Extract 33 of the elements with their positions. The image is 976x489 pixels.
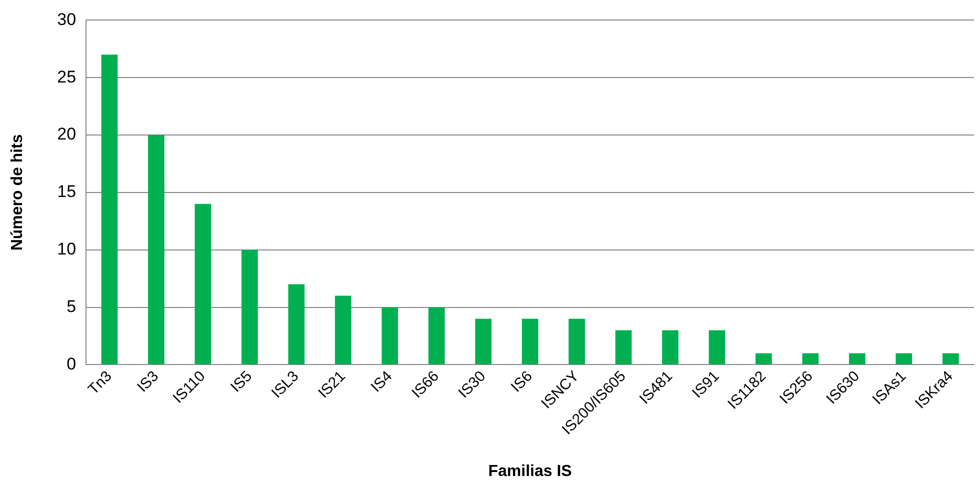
x-tick-label: IS3: [134, 368, 162, 396]
x-tick-label: IS6: [508, 368, 536, 396]
bar: [382, 307, 398, 364]
y-tick-label: 30: [57, 10, 76, 29]
bar: [522, 318, 538, 364]
x-tick-label: IS5: [227, 368, 256, 396]
bar: [334, 296, 352, 364]
y-tick-label: 10: [57, 240, 76, 259]
y-tick-label: 0: [66, 354, 76, 374]
bar: [241, 250, 258, 364]
y-tick-label: 25: [57, 67, 76, 86]
bar: [662, 330, 678, 364]
bar: [848, 353, 866, 364]
bar: [896, 353, 912, 364]
x-axis-title: Familias IS: [488, 462, 572, 480]
bar: [942, 353, 959, 364]
bar: [101, 54, 118, 364]
bar: [148, 135, 164, 364]
bar: [475, 318, 492, 364]
bar: [288, 284, 305, 364]
x-tick-label: Tn3: [84, 368, 116, 398]
x-tick-label: IS4: [368, 368, 396, 396]
bar: [568, 318, 585, 364]
bar: [615, 330, 632, 364]
bar: [802, 353, 819, 364]
bar: [194, 204, 212, 364]
bar: [756, 353, 772, 364]
bar: [428, 307, 445, 364]
y-axis-title: Número de hits: [9, 134, 26, 251]
bar: [708, 330, 726, 364]
y-tick-label: 5: [66, 296, 76, 316]
y-tick-label: 20: [57, 124, 76, 144]
y-tick-label: 15: [57, 182, 76, 202]
